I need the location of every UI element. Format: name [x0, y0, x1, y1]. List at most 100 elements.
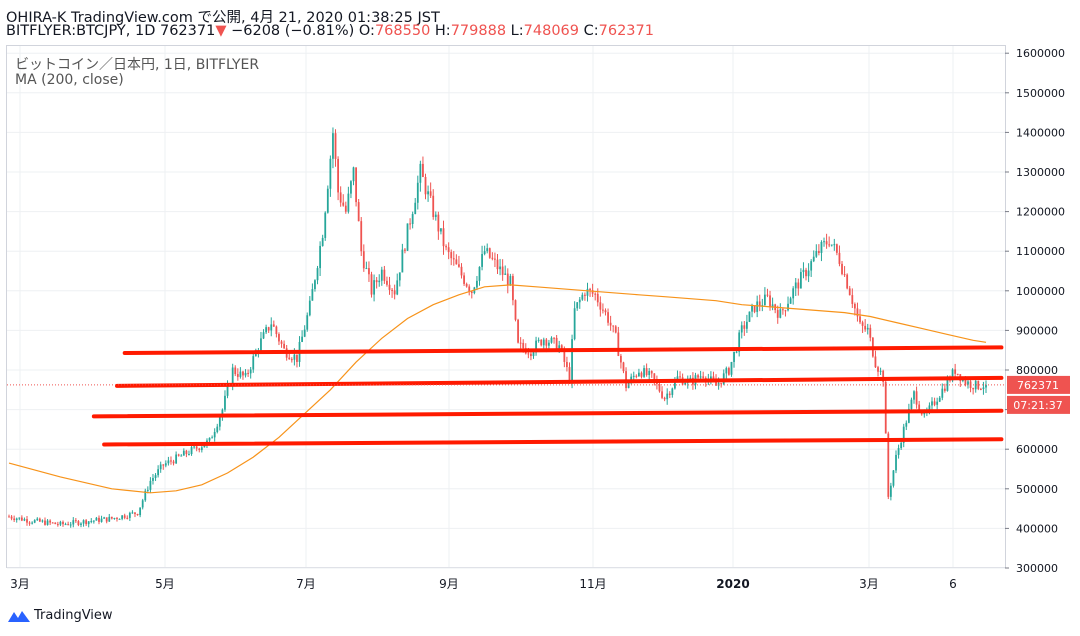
- candle-body: [8, 516, 10, 518]
- candle-body: [216, 426, 219, 432]
- candle-body: [859, 316, 861, 323]
- x-tick-label: 5月: [155, 577, 175, 591]
- candle-body: [676, 376, 679, 381]
- candle-body: [902, 426, 905, 443]
- candle-body: [10, 516, 13, 519]
- candle-body: [519, 342, 522, 344]
- candle-body: [450, 252, 453, 259]
- candle-body: [72, 520, 75, 525]
- candle-body: [20, 517, 23, 521]
- publisher-line: OHIRA-K TradingView.com で公開, 4月 21, 2020…: [6, 10, 440, 26]
- candle-body: [517, 319, 519, 343]
- y-tick-label: 600000: [1016, 443, 1058, 456]
- candle-body: [751, 305, 753, 312]
- candle-body: [635, 375, 638, 377]
- candle-body: [422, 163, 424, 177]
- candle-body: [311, 289, 314, 301]
- candle-body: [720, 383, 723, 385]
- candle-body: [296, 354, 298, 362]
- candle-body: [787, 303, 789, 311]
- indicator-legend: MA (200, close): [15, 72, 124, 88]
- candle-body: [684, 382, 687, 385]
- candle-body: [383, 269, 386, 281]
- candle-body: [535, 340, 537, 353]
- candle-body: [321, 237, 324, 246]
- candle-body: [355, 167, 357, 203]
- candle-body: [447, 247, 450, 253]
- candle-body: [278, 334, 280, 342]
- candle-body: [666, 393, 669, 400]
- candle-body: [941, 388, 944, 398]
- candle-body: [437, 214, 440, 232]
- candle-body: [604, 310, 607, 313]
- candle-body: [478, 266, 481, 281]
- candle-body: [632, 375, 635, 377]
- candle-body: [820, 241, 823, 253]
- candle-body: [882, 370, 885, 382]
- candle-body: [756, 301, 759, 312]
- candle-body: [105, 517, 108, 522]
- candle-body: [290, 359, 293, 361]
- candle-body: [866, 327, 869, 330]
- candle-body: [810, 261, 813, 271]
- candle-body: [350, 181, 352, 194]
- candle-body: [743, 325, 746, 329]
- candle-body: [77, 521, 80, 525]
- candle-body: [936, 401, 939, 405]
- candle-body: [234, 367, 237, 375]
- candle-body: [74, 520, 77, 522]
- candle-body: [527, 353, 530, 355]
- last-price-label: 762371: [159, 23, 216, 39]
- candle-body: [458, 264, 460, 267]
- candle-body: [23, 519, 26, 521]
- candle-body: [51, 522, 54, 524]
- candle-body: [918, 404, 921, 411]
- candle-body: [835, 244, 838, 253]
- candle-body: [293, 354, 296, 360]
- candle-body: [792, 288, 795, 299]
- candle-body: [326, 188, 329, 213]
- candle-body: [416, 182, 419, 203]
- candle-body: [951, 369, 954, 381]
- x-tick-label: 3月: [10, 577, 30, 591]
- candle-body: [650, 371, 653, 374]
- candle-body: [231, 367, 234, 385]
- candle-body: [267, 327, 270, 331]
- candle-body: [776, 310, 779, 318]
- candle-body: [95, 517, 98, 521]
- candle-body: [841, 263, 843, 275]
- support-trendline: [122, 345, 1004, 355]
- candle-body: [977, 380, 980, 389]
- candle-body: [362, 251, 365, 269]
- candle-body: [203, 445, 206, 448]
- candle-body: [69, 524, 72, 526]
- candle-body: [496, 259, 499, 270]
- candle-body: [745, 321, 748, 329]
- candle-body: [56, 524, 59, 526]
- candle-body: [576, 302, 579, 309]
- candles: [8, 127, 987, 528]
- candle-body: [946, 379, 949, 391]
- candle-body: [802, 269, 805, 273]
- candle-body: [182, 450, 185, 456]
- candle-body: [13, 518, 16, 521]
- y-tick-label: 1600000: [1016, 47, 1065, 60]
- candle-body: [388, 284, 391, 290]
- candle-body: [499, 266, 501, 270]
- candle-body: [620, 355, 622, 363]
- candle-body: [90, 520, 93, 522]
- y-tick-label: 900000: [1016, 324, 1058, 337]
- candle-body: [895, 454, 897, 471]
- candle-body: [41, 520, 44, 522]
- footer-brand[interactable]: TradingView: [8, 608, 113, 623]
- candle-body: [483, 251, 486, 255]
- candle-body: [815, 251, 818, 257]
- candle-body: [226, 385, 229, 396]
- candle-body: [833, 244, 836, 246]
- candle-body: [668, 393, 671, 395]
- candle-body: [244, 372, 247, 376]
- low-label: L:: [510, 23, 524, 39]
- candle-body: [59, 521, 62, 525]
- candle-body: [370, 274, 373, 295]
